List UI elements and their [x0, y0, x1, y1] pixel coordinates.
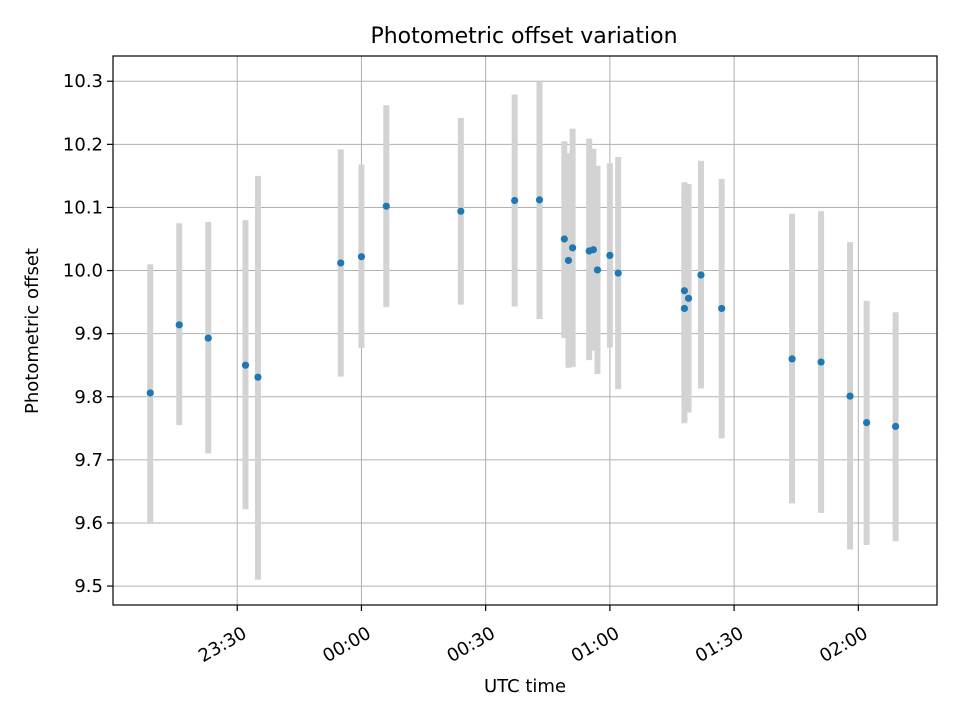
data-point — [357, 253, 366, 261]
data-point — [146, 389, 154, 397]
y-tick-label: 9.5 — [74, 576, 103, 597]
data-point — [614, 269, 622, 277]
data-point — [535, 196, 544, 204]
data-point — [593, 266, 602, 274]
grid — [113, 56, 937, 605]
y-tick-label: 9.7 — [74, 450, 103, 471]
data-point — [684, 294, 693, 302]
y-axis-ticks: 9.5 9.6 9.7 9.8 9.9 10.0 10.1 10.2 10.3 — [63, 71, 113, 597]
error-bars — [147, 81, 899, 580]
data-point — [697, 271, 705, 279]
y-tick-label: 9.9 — [74, 324, 103, 345]
y-axis-label: Photometric offset — [22, 248, 43, 414]
chart-title: Photometric offset variation — [370, 24, 677, 49]
data-point — [457, 207, 465, 215]
data-point — [788, 355, 796, 363]
data-point — [560, 235, 568, 243]
y-tick-label: 10.2 — [63, 134, 103, 155]
data-points — [146, 196, 900, 431]
x-tick-label: 00:30 — [443, 623, 498, 667]
data-point — [846, 392, 854, 400]
data-point — [680, 304, 689, 313]
data-point — [891, 422, 900, 431]
data-point — [863, 419, 871, 427]
data-point — [511, 196, 519, 205]
data-point — [337, 259, 345, 267]
data-point — [175, 321, 183, 329]
data-point — [204, 334, 212, 342]
data-point — [254, 373, 262, 381]
x-tick-label: 01:30 — [692, 623, 747, 667]
plot-area-frame — [112, 55, 938, 606]
y-tick-label: 9.8 — [74, 387, 103, 408]
data-point — [817, 358, 825, 366]
y-tick-label: 10.1 — [63, 197, 103, 218]
data-point — [718, 304, 726, 313]
x-tick-label: 23:30 — [195, 623, 250, 667]
x-tick-label: 01:00 — [568, 623, 623, 667]
y-tick-label: 9.6 — [74, 513, 103, 534]
data-point — [382, 202, 390, 210]
data-point — [606, 251, 614, 260]
y-tick-label: 10.3 — [63, 71, 103, 92]
x-tick-label: 02:00 — [816, 623, 871, 667]
data-point — [564, 256, 573, 265]
x-axis-ticks: 23:30 00:00 00:30 01:00 01:30 02:00 — [195, 605, 872, 667]
data-point — [241, 361, 250, 369]
x-axis-label: UTC time — [484, 676, 566, 697]
data-point — [589, 246, 597, 254]
y-tick-label: 10.0 — [63, 261, 103, 282]
data-point — [680, 287, 689, 295]
data-point — [569, 244, 577, 252]
x-tick-label: 00:00 — [319, 623, 374, 667]
